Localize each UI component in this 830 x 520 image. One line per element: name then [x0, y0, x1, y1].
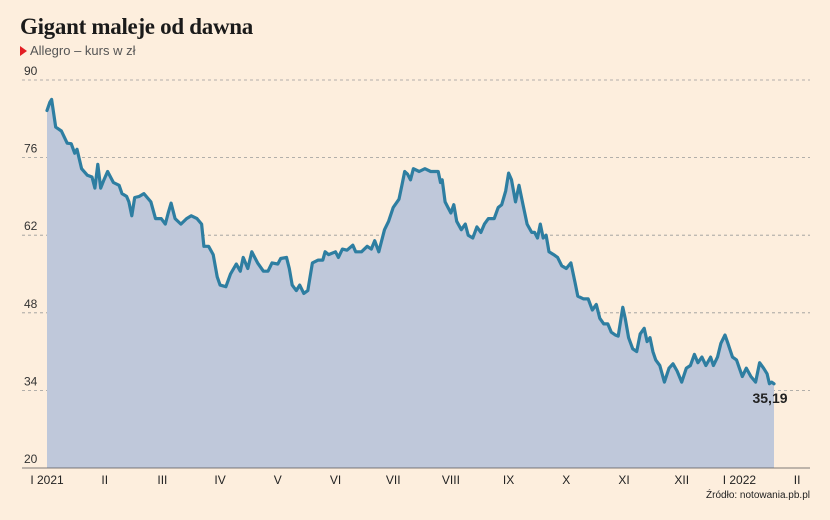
y-tick-label: 20 — [24, 452, 38, 466]
y-tick-label: 48 — [24, 297, 38, 311]
x-tick-label: VI — [330, 473, 341, 487]
x-tick-label: I 2021 — [30, 473, 64, 487]
chart-subtitle: Allegro – kurs w zł — [20, 43, 135, 58]
x-tick-label: IV — [214, 473, 225, 487]
price-line — [45, 97, 776, 386]
y-tick-label: 62 — [24, 219, 38, 233]
price-area — [47, 99, 774, 469]
x-tick-label: VII — [386, 473, 401, 487]
x-axis-ticks: I 2021 II III IV V VI VII VIII IX X XI XII I 2022 II — [30, 473, 800, 487]
y-tick-label: 34 — [24, 374, 38, 388]
subtitle-label: Allegro – kurs w zł — [30, 43, 136, 58]
x-tick-label: VIII — [442, 473, 460, 487]
x-tick-label: XI — [618, 473, 629, 487]
x-tick-label: II — [101, 473, 108, 487]
x-tick-label: IX — [503, 473, 514, 487]
x-tick-label: X — [562, 473, 570, 487]
x-tick-label: II — [794, 473, 801, 487]
x-tick-label: V — [274, 473, 282, 487]
x-tick-label: I 2022 — [723, 473, 757, 487]
y-tick-label: 76 — [24, 142, 38, 156]
y-tick-label: 90 — [24, 64, 38, 78]
chart-title: Gigant maleje od dawna — [20, 14, 253, 39]
source-note: Źródło: notowania.pb.pl — [706, 490, 810, 501]
last-value-label: 35,19 — [752, 390, 787, 406]
x-tick-label: XII — [674, 473, 689, 487]
triangle-icon — [20, 45, 27, 56]
x-tick-label: III — [157, 473, 167, 487]
y-axis-ticks: 90 76 62 48 34 20 — [24, 64, 38, 466]
